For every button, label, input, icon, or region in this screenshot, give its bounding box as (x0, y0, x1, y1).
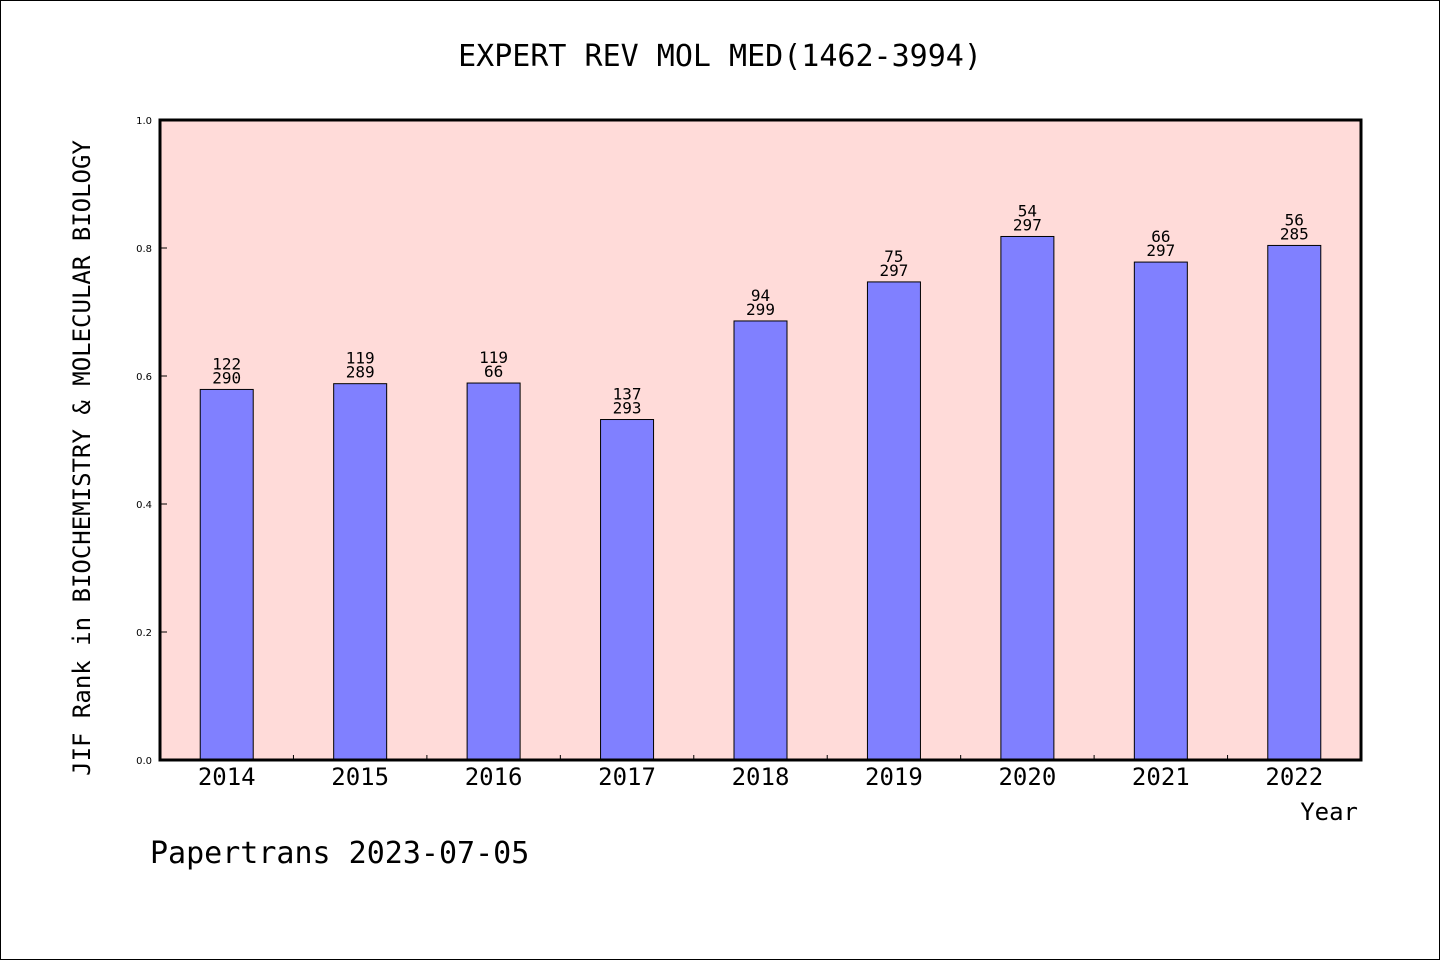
x-tick-label-2021: 2021 (1132, 763, 1190, 791)
bar-label-rank-2020: 54 (1018, 201, 1037, 220)
bar-label-rank-2018: 94 (751, 286, 770, 305)
bar-label-total-2014: 290 (212, 368, 241, 387)
x-tick-label-2020: 2020 (998, 763, 1056, 791)
x-tick-label-2019: 2019 (865, 763, 923, 791)
bar-label-total-2021: 297 (1146, 241, 1175, 260)
bar-label-rank-2019: 75 (884, 247, 903, 266)
bar-2014 (199, 388, 254, 761)
y-tick-label: 1.0 (136, 116, 152, 127)
x-axis-label: Year (1300, 798, 1358, 826)
bar-label-rank-2021: 66 (1151, 227, 1170, 246)
y-axis-label: JIF Rank in BIOCHEMISTRY & MOLECULAR BIO… (68, 140, 96, 776)
bar-label-total-2022: 285 (1280, 224, 1309, 243)
bar-2015 (333, 383, 388, 761)
bar-label-rank-2015: 119 (346, 349, 375, 368)
y-tick-label: 0.4 (136, 500, 152, 511)
y-tick-label: 0.0 (136, 756, 152, 767)
x-tick-label-2022: 2022 (1265, 763, 1323, 791)
bar-2019 (866, 281, 921, 761)
y-tick-label: 0.8 (136, 244, 152, 255)
y-axis-ticks: 0.0 0.2 0.4 0.6 0.8 1.0 (136, 116, 167, 767)
bar-2016 (466, 382, 521, 761)
chart-title: EXPERT REV MOL MED(1462-3994) (458, 39, 982, 74)
bar-label-total-2015: 289 (346, 363, 375, 382)
bar-label-total-2018: 299 (746, 300, 775, 319)
y-tick-label: 0.6 (136, 372, 152, 383)
bar-2020 (1000, 235, 1055, 761)
bar-label-total-2017: 293 (613, 399, 642, 418)
bar-label-rank-2016: 119 (479, 348, 508, 367)
y-tick-label: 0.2 (136, 628, 152, 639)
x-axis-ticks: 2014 2015 2016 2017 2018 2019 2020 2021 2022 (198, 755, 1323, 791)
x-tick-label-2018: 2018 (732, 763, 790, 791)
bar-series (199, 235, 1322, 761)
bar-label-total-2016: 66 (484, 362, 503, 381)
bar-label-total-2020: 297 (1013, 215, 1042, 234)
bar-2018 (733, 320, 788, 761)
x-tick-label-2014: 2014 (198, 763, 256, 791)
bar-label-rank-2014: 122 (212, 354, 241, 373)
bar-2022 (1267, 244, 1322, 761)
x-tick-label-2015: 2015 (331, 763, 389, 791)
x-tick-label-2017: 2017 (598, 763, 656, 791)
footer-watermark: Papertrans 2023-07-05 (150, 836, 529, 871)
bar-labels: 1222901192891196613729394299752975429766… (212, 201, 1308, 417)
bar-label-rank-2022: 56 (1285, 210, 1304, 229)
bar-2021 (1133, 261, 1188, 761)
bar-2017 (600, 419, 655, 761)
plot-border (158, 118, 1363, 762)
x-tick-label-2016: 2016 (465, 763, 523, 791)
bar-label-rank-2017: 137 (613, 385, 642, 404)
bar-label-total-2019: 297 (879, 261, 908, 280)
